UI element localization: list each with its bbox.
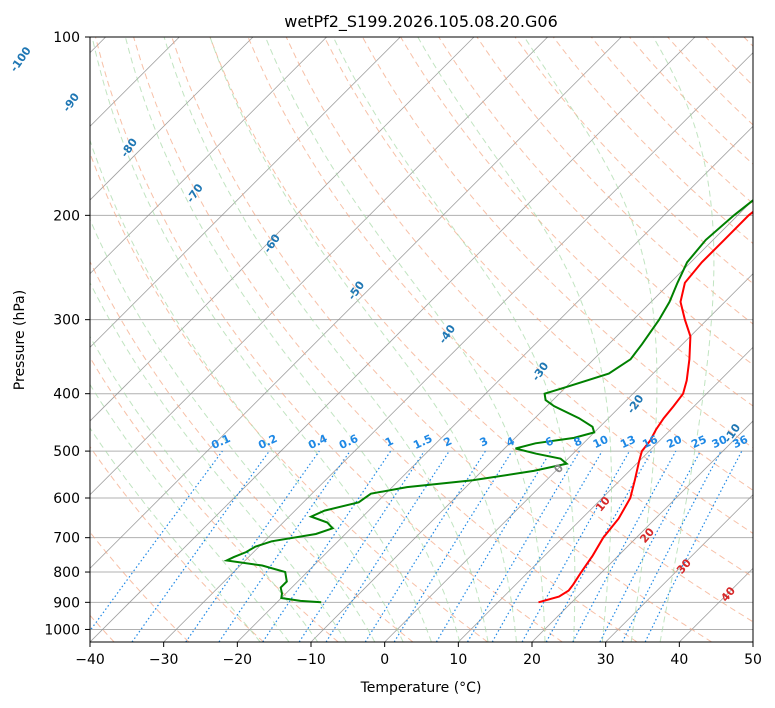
isotherm-line	[384, 273, 753, 642]
y-tick-label: 900	[53, 595, 80, 611]
mixing-ratio-layer	[90, 450, 743, 642]
mixing-ratio-label: 36	[731, 433, 751, 451]
x-tick-label: −40	[75, 652, 105, 668]
isotherm-line	[90, 37, 254, 201]
plot-background	[90, 37, 753, 642]
plot-frame	[89, 36, 754, 643]
isotherm-line	[90, 37, 696, 642]
x-tick-label: 10	[449, 652, 467, 668]
x-tick-label: −30	[149, 652, 179, 668]
x-tick-label: −10	[296, 652, 326, 668]
mixing-ratio-line	[262, 450, 392, 642]
moist-adiabat-line	[332, 37, 576, 642]
dry-adiabat-label: -100	[7, 44, 34, 74]
moist-adiabat-line	[91, 37, 432, 642]
y-tick-label: 100	[53, 30, 80, 46]
isotherm-line	[458, 346, 753, 642]
moist-adiabat-line	[90, 138, 404, 642]
x-tick-label: 20	[523, 652, 541, 668]
series-layer	[223, 199, 753, 604]
moist-adiabat-line	[209, 37, 517, 642]
moist-adiabat-line	[90, 281, 347, 642]
y-tick-label: 800	[53, 565, 80, 581]
mixing-ratio-label: 10	[591, 433, 611, 451]
mixing-ratio-line	[521, 450, 631, 642]
y-tick-label: 700	[53, 531, 80, 547]
moist-adiabat-line	[417, 37, 612, 642]
isotherm-line	[531, 420, 753, 642]
y-tick-label: 500	[53, 444, 80, 460]
mixing-ratio-label: 13	[618, 433, 637, 451]
y-tick-label: 400	[53, 387, 80, 403]
dry-adiabat-line	[514, 37, 753, 285]
dry-adiabat-line	[171, 37, 712, 642]
dry-adiabat-line	[95, 37, 563, 642]
dry-adiabat-line	[90, 260, 414, 642]
moist-adiabat-line	[163, 37, 489, 642]
moist-adiabat-line	[124, 37, 461, 642]
mixing-ratio-line	[90, 450, 223, 632]
isotherm-line	[90, 37, 548, 496]
mixing-ratio-line	[325, 450, 450, 642]
mixing-ratio-label: 25	[689, 433, 708, 451]
x-tick-label: 30	[597, 652, 615, 668]
moist-adiabat-line	[264, 37, 546, 642]
y-tick-label: 600	[53, 491, 80, 507]
mixing-ratio-line	[572, 450, 677, 642]
mixing-ratio-line	[393, 450, 513, 642]
y-tick-label: 300	[53, 313, 80, 329]
isotherm-line	[90, 37, 622, 569]
dewpoint-profile-line	[223, 199, 753, 604]
moist-adiabat-line	[90, 218, 376, 642]
mixing-ratio-label: 30	[710, 433, 730, 451]
x-tick-label: −20	[223, 652, 253, 668]
dry-adiabat-line	[323, 37, 753, 491]
moist-adiabat-line	[90, 427, 261, 642]
mixing-ratio-line	[218, 450, 351, 642]
isotherm-line	[237, 125, 753, 642]
moist-adiabat-line	[652, 37, 715, 642]
grid-layer	[90, 37, 753, 642]
mixing-ratio-label: 16	[640, 433, 660, 451]
mixing-ratio-line	[644, 450, 743, 642]
x-axis-label: Temperature (°C)	[360, 680, 482, 696]
tick-layer: −40 −30 −20 −10 0 10 20 30 40 50 100 200 300 400 500 60…	[44, 30, 762, 668]
mixing-ratio-line	[298, 450, 425, 642]
moist-adiabat-line	[90, 383, 290, 642]
mixing-ratio-label: 20	[665, 433, 685, 451]
x-tick-label: 40	[670, 652, 688, 668]
x-tick-label: 0	[380, 652, 389, 668]
moist-adiabat-line	[523, 37, 658, 642]
y-axis-label: Pressure (hPa)	[12, 290, 28, 390]
x-tick-label: 50	[744, 652, 762, 668]
isotherm-line	[163, 52, 753, 642]
dry-adiabat-line	[476, 37, 753, 325]
y-tick-label: 1000	[44, 622, 80, 638]
mixing-ratio-line	[545, 450, 653, 642]
mixing-ratio-line	[185, 450, 320, 642]
isotherm-line	[605, 494, 753, 642]
dry-adiabat-line	[247, 37, 753, 578]
dry-adiabat-line	[285, 37, 753, 535]
isotherm-line	[90, 37, 475, 422]
mixing-ratio-line	[131, 450, 270, 642]
chart-title: wetPf2_S199.2026.105.08.20.G06	[284, 12, 558, 32]
dry-adiabat-line	[90, 445, 264, 642]
moist-adiabat-line	[90, 335, 319, 642]
isotherm-line	[752, 641, 753, 642]
isotherm-line	[90, 37, 327, 275]
dry-adiabat-line	[209, 37, 753, 623]
isotherm-line	[90, 37, 401, 348]
dry-adiabat-label: -90	[60, 90, 82, 114]
temperature-profile-line	[538, 210, 753, 604]
y-tick-label: 200	[53, 208, 80, 224]
